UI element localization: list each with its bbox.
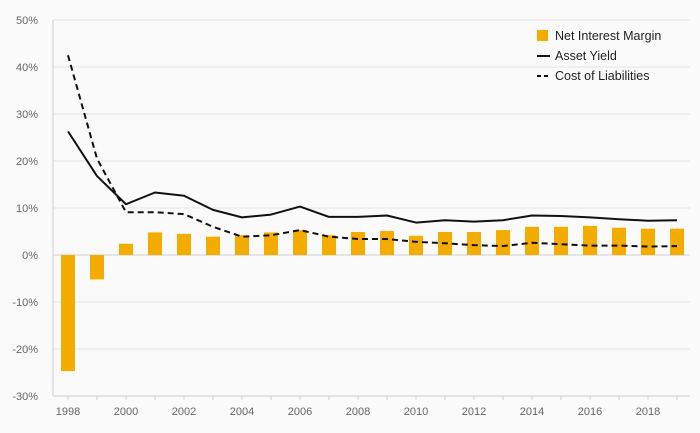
bar-series-net-interest-margin <box>61 225 684 372</box>
bar <box>380 231 394 255</box>
bar <box>612 227 626 255</box>
x-tick-label: 2002 <box>172 406 196 418</box>
y-tick-label: 0% <box>22 250 38 262</box>
legend-label-asset-yield: Asset Yield <box>555 49 617 63</box>
x-tick-label: 2006 <box>288 406 312 418</box>
bar <box>206 236 220 255</box>
x-tick-label: 2014 <box>520 406 544 418</box>
y-tick-label: 30% <box>16 109 38 121</box>
bar <box>351 231 365 255</box>
bar <box>641 228 655 255</box>
bar <box>525 226 539 255</box>
x-tick-label: 2000 <box>114 406 138 418</box>
x-tick-label: 1998 <box>56 406 80 418</box>
x-tick-label: 2018 <box>636 406 660 418</box>
y-tick-label: -10% <box>12 297 38 309</box>
x-axis: 1998 2000 2002 2004 2006 2008 2010 2012 2014 2016… <box>53 395 690 418</box>
line-cost-of-liabilities <box>67 54 678 248</box>
x-tick-label: 2012 <box>462 406 486 418</box>
y-tick-label: 40% <box>16 62 38 74</box>
y-tick-label: -20% <box>12 344 38 356</box>
bar <box>148 232 162 255</box>
bar <box>177 233 191 255</box>
legend-swatch-net-interest-margin <box>537 30 548 41</box>
bar <box>293 230 307 255</box>
bar <box>554 226 568 255</box>
bar <box>583 225 597 255</box>
y-tick-label: 50% <box>16 15 38 27</box>
legend-label-net-interest-margin: Net Interest Margin <box>555 29 661 43</box>
bar <box>90 255 104 280</box>
bar <box>670 228 684 255</box>
x-tick-label: 2010 <box>404 406 428 418</box>
x-tick-label: 2016 <box>578 406 602 418</box>
bar <box>409 235 423 255</box>
x-tick-label: 2004 <box>230 406 254 418</box>
bar <box>496 230 510 255</box>
line-series <box>67 54 678 248</box>
y-tick-label: 10% <box>16 203 38 215</box>
bar <box>119 243 133 255</box>
bar <box>61 255 75 372</box>
x-tick-label: 2008 <box>346 406 370 418</box>
y-axis: 50% 40% 30% 20% 10% 0% -10% -20% -30% <box>12 15 54 403</box>
line-asset-yield <box>67 130 678 224</box>
bar <box>322 235 336 255</box>
bar <box>467 231 481 255</box>
legend: Net Interest Margin Asset Yield Cost of Li… <box>537 29 661 83</box>
bar <box>235 235 249 255</box>
y-tick-label: -30% <box>12 391 38 403</box>
y-tick-label: 20% <box>16 156 38 168</box>
bar <box>264 232 278 255</box>
legend-label-cost-of-liabilities: Cost of Liabilities <box>555 69 650 83</box>
